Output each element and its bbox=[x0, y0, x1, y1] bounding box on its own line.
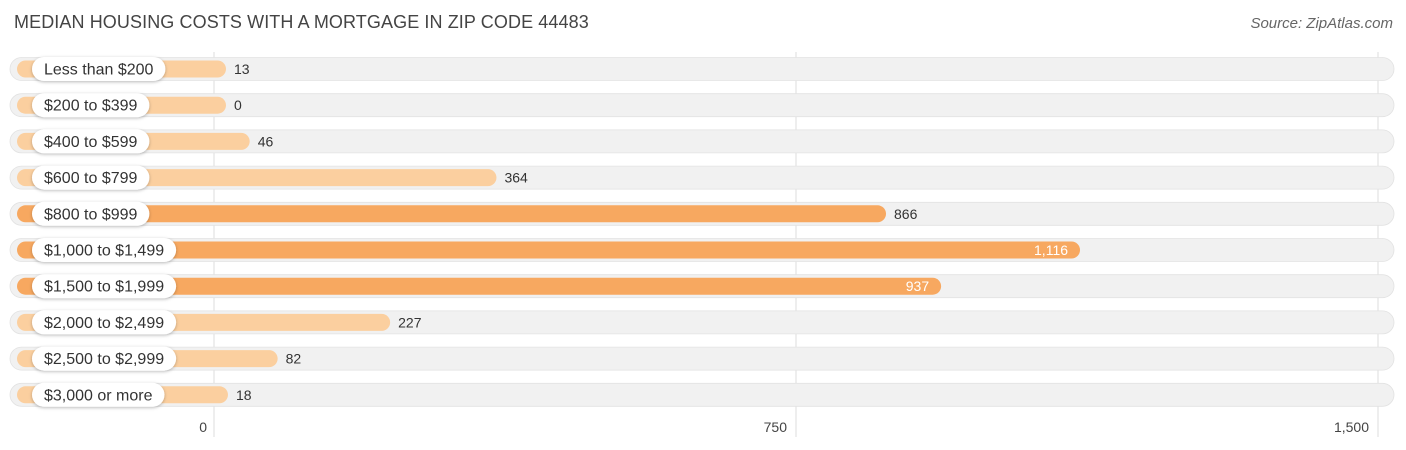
bar-track bbox=[9, 129, 1395, 154]
bar-track bbox=[9, 346, 1395, 371]
category-label: $3,000 or more bbox=[44, 387, 153, 404]
x-tick-label: 750 bbox=[764, 419, 788, 435]
bar bbox=[17, 241, 1081, 259]
value-label: 13 bbox=[234, 61, 250, 77]
value-label: 227 bbox=[398, 314, 422, 330]
bar-track bbox=[9, 382, 1395, 407]
category-pill bbox=[32, 93, 150, 118]
category-label: $200 to $399 bbox=[44, 98, 138, 115]
category-label: Less than $200 bbox=[44, 62, 154, 79]
category-pill bbox=[32, 165, 150, 190]
source-label: Source: ZipAtlas.com bbox=[1250, 15, 1393, 32]
category-label: $600 to $799 bbox=[44, 170, 138, 187]
bar-track bbox=[9, 93, 1395, 118]
bar-row: $600 to $799 364 bbox=[9, 165, 1395, 190]
x-axis-ticks: 0 750 1,500 bbox=[199, 419, 1369, 435]
bar bbox=[17, 205, 887, 223]
bar-row: Less than $200 13 bbox=[9, 57, 1395, 81]
value-label: 18 bbox=[236, 387, 252, 403]
bar-rows: Less than $200 13 $200 to $399 0 $400 to $59… bbox=[9, 57, 1395, 407]
category-label: $400 to $599 bbox=[44, 134, 138, 151]
category-pill bbox=[32, 57, 166, 81]
category-label: $800 to $999 bbox=[44, 206, 138, 223]
category-pill bbox=[32, 238, 177, 262]
category-pill bbox=[32, 274, 177, 299]
category-pill bbox=[32, 129, 150, 154]
x-tick-label: 0 bbox=[199, 419, 207, 435]
bar-row: $2,000 to $2,499 227 bbox=[9, 310, 1395, 335]
value-label: 1,116 bbox=[1034, 242, 1068, 258]
bar-row: $800 to $999 866 bbox=[9, 201, 1395, 226]
bar-row: $400 to $599 46 bbox=[9, 129, 1395, 154]
chart-title: MEDIAN HOUSING COSTS WITH A MORTGAGE IN … bbox=[14, 12, 589, 32]
bar-row: $200 to $399 0 bbox=[9, 93, 1395, 118]
category-pill bbox=[32, 201, 150, 226]
value-label: 82 bbox=[286, 351, 302, 367]
category-pill bbox=[32, 346, 177, 371]
x-tick-label: 1,500 bbox=[1334, 419, 1369, 435]
category-label: $1,500 to $1,999 bbox=[44, 279, 164, 296]
value-label: 866 bbox=[894, 206, 918, 222]
bar-row: $1,500 to $1,999 937 bbox=[9, 274, 1395, 299]
category-pill bbox=[32, 310, 177, 335]
category-label: $1,000 to $1,499 bbox=[44, 243, 164, 260]
bar-track bbox=[9, 57, 1395, 81]
bar bbox=[17, 277, 942, 295]
bar-row: $1,000 to $1,499 1,116 bbox=[9, 238, 1395, 262]
value-label: 364 bbox=[504, 170, 528, 186]
category-label: $2,000 to $2,499 bbox=[44, 315, 164, 332]
value-label: 46 bbox=[258, 133, 274, 149]
category-pill bbox=[32, 382, 165, 407]
category-label: $2,500 to $2,999 bbox=[44, 351, 164, 368]
bar-row: $3,000 or more 18 bbox=[9, 382, 1395, 407]
value-label: 0 bbox=[234, 97, 242, 113]
value-label: 937 bbox=[906, 278, 930, 294]
bar-row: $2,500 to $2,999 82 bbox=[9, 346, 1395, 371]
